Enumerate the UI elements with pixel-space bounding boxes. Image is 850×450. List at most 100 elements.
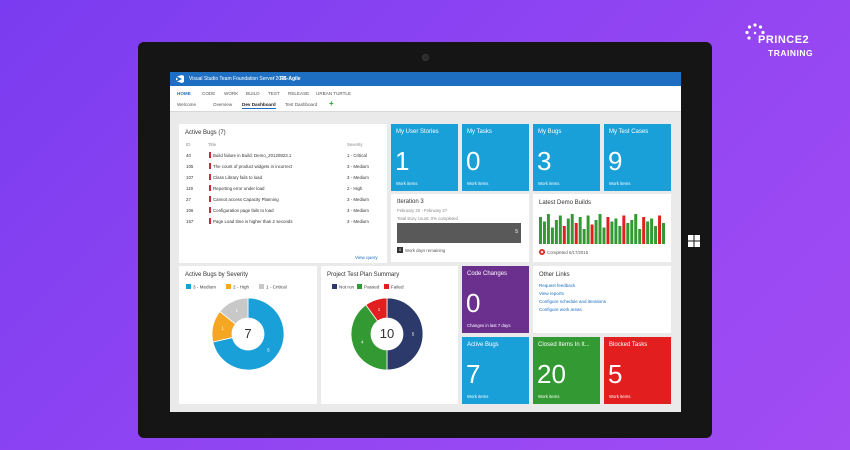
build-bar[interactable] xyxy=(570,214,574,244)
add-dashboard-button[interactable]: + xyxy=(329,99,334,108)
donut-slice[interactable] xyxy=(212,297,285,371)
donut-slice[interactable] xyxy=(365,297,388,322)
bug-title[interactable]: Configuration page fails to load xyxy=(213,208,274,213)
build-bar[interactable] xyxy=(626,223,630,244)
link-configure-work-areas[interactable]: Configure work areas xyxy=(539,307,582,312)
donut-slice[interactable] xyxy=(219,297,249,325)
table-row[interactable]: 27 Cannot access Capacity Planning 3 - M… xyxy=(179,194,439,205)
build-bar[interactable] xyxy=(638,229,642,244)
tab-dev-dashboard[interactable]: Dev Dashboard xyxy=(242,102,276,109)
legend-item[interactable]: 3 - Medium xyxy=(186,284,216,290)
tile-closed-items[interactable]: Closed Items In It... 20 Work items xyxy=(533,337,600,404)
bug-title[interactable]: Cannot access Capacity Planning xyxy=(213,197,279,202)
table-row[interactable]: 107 Class Library fails to load 3 - Medi… xyxy=(179,172,439,183)
build-bar[interactable] xyxy=(610,221,614,245)
build-bar[interactable] xyxy=(650,218,654,245)
build-bar[interactable] xyxy=(539,217,542,244)
legend-item[interactable]: 2 - High xyxy=(226,284,249,290)
windows-logo-icon[interactable] xyxy=(688,235,700,247)
donut-slice[interactable] xyxy=(386,297,424,371)
tab-test-dashboard[interactable]: Test Dashboard xyxy=(285,102,318,107)
tile-title: My Tasks xyxy=(467,129,492,135)
nav-test[interactable]: TEST xyxy=(268,91,280,96)
nav-urban-turtle[interactable]: URBAN TURTLE xyxy=(316,91,352,96)
table-row[interactable]: 40 Build failure in Build: Demo_20120823… xyxy=(179,150,439,161)
table-row[interactable]: 106 Configuration page fails to load 3 -… xyxy=(179,205,439,216)
build-bar[interactable] xyxy=(642,217,646,244)
tab-welcome[interactable]: Welcome xyxy=(177,102,197,107)
col-title[interactable]: Title xyxy=(208,142,216,147)
nav-code[interactable]: CODE xyxy=(202,91,216,96)
build-bar[interactable] xyxy=(606,217,610,244)
bug-severity: 3 - Medium xyxy=(347,164,369,169)
demo-builds-title[interactable]: Latest Demo Builds xyxy=(539,200,592,206)
link-view-reports[interactable]: View reports xyxy=(539,291,564,296)
legend-item[interactable]: Passed xyxy=(357,284,379,290)
table-row[interactable]: 157 Page Load time is higher than 2 seco… xyxy=(179,216,439,227)
build-bar[interactable] xyxy=(582,229,586,244)
col-severity[interactable]: Severity xyxy=(347,142,363,147)
severity-donut-chart[interactable]: 5 1 1 xyxy=(210,296,286,372)
tile-my-user-stories[interactable]: My User Stories 1 Work items xyxy=(391,124,458,191)
build-bar[interactable] xyxy=(562,226,566,244)
build-bar[interactable] xyxy=(578,217,582,244)
build-bar[interactable] xyxy=(618,226,622,244)
build-bar[interactable] xyxy=(594,220,598,244)
link-configure-schedule[interactable]: Configure schedule and iterations xyxy=(539,299,607,304)
table-row[interactable]: 119 Reporting error under load 2 - High xyxy=(179,183,439,194)
build-bar[interactable] xyxy=(558,215,562,245)
test-plan-title[interactable]: Project Test Plan Summary xyxy=(327,272,400,278)
build-bar[interactable] xyxy=(634,214,638,244)
tile-blocked-tasks[interactable]: Blocked Tasks 5 Work items xyxy=(604,337,671,404)
table-row[interactable]: 105 The count of product widgets in inco… xyxy=(179,161,439,172)
active-bugs-title[interactable]: Active Bugs (7) xyxy=(185,130,226,136)
build-bar[interactable] xyxy=(590,224,594,245)
build-bar[interactable] xyxy=(598,214,602,244)
nav-build[interactable]: BUILD xyxy=(246,91,260,96)
build-bar[interactable] xyxy=(554,220,558,244)
build-bar[interactable] xyxy=(602,227,606,245)
bugs-by-severity-title[interactable]: Active Bugs by Severity xyxy=(185,272,249,278)
bug-title[interactable]: The count of product widgets in incorrec… xyxy=(213,164,293,169)
build-bar[interactable] xyxy=(550,227,554,245)
tab-overview[interactable]: Overview xyxy=(213,102,233,107)
build-bar[interactable] xyxy=(622,215,626,245)
bug-title[interactable]: Build failure in Build: Demo_20120823.1 xyxy=(213,153,292,158)
bug-title[interactable]: Class Library fails to load xyxy=(213,175,263,180)
tile-my-test-cases[interactable]: My Test Cases 9 Work items xyxy=(604,124,671,191)
build-bar[interactable] xyxy=(546,214,550,244)
builds-chart xyxy=(539,214,665,244)
tile-code-changes[interactable]: Code Changes 0 Changes in last 7 days xyxy=(462,266,529,333)
build-bar[interactable] xyxy=(542,221,546,245)
iteration-title[interactable]: Iteration 3 xyxy=(397,199,424,205)
nav-release[interactable]: RELEASE xyxy=(288,91,310,96)
error-icon xyxy=(539,249,545,255)
build-bar[interactable] xyxy=(614,218,618,245)
nav-work[interactable]: WORK xyxy=(224,91,239,96)
build-bar[interactable] xyxy=(654,226,658,244)
build-bar[interactable] xyxy=(586,215,590,245)
link-request-feedback[interactable]: Request feedback xyxy=(539,283,576,288)
nav-home[interactable]: HOME xyxy=(177,91,191,96)
tile-active-bugs[interactable]: Active Bugs 7 Work items xyxy=(462,337,529,404)
bug-title[interactable]: Page Load time is higher than 2 seconds xyxy=(213,219,293,224)
bug-type-marker xyxy=(209,207,211,213)
view-query-link[interactable]: View query xyxy=(355,255,378,260)
tile-my-tasks[interactable]: My Tasks 0 Work items xyxy=(462,124,529,191)
col-id[interactable]: ID xyxy=(186,142,191,147)
legend-item[interactable]: Not run xyxy=(332,284,354,290)
build-bar[interactable] xyxy=(662,223,665,244)
tile-count: 20 xyxy=(537,359,566,389)
legend-item[interactable]: Failed xyxy=(384,284,404,290)
legend-item[interactable]: 1 - Critical xyxy=(259,284,287,290)
build-bar[interactable] xyxy=(646,221,650,245)
build-bar[interactable] xyxy=(566,218,570,245)
tile-my-bugs[interactable]: My Bugs 3 Work items xyxy=(533,124,600,191)
build-bar[interactable] xyxy=(574,223,578,244)
bug-title[interactable]: Reporting error under load xyxy=(213,186,265,191)
donut-slice[interactable] xyxy=(350,304,388,371)
build-bar[interactable] xyxy=(658,215,662,245)
test-plan-donut-chart[interactable]: 5 4 1 xyxy=(349,296,425,372)
build-bar[interactable] xyxy=(630,220,634,244)
project-name[interactable]: FK-Agile xyxy=(280,76,301,82)
